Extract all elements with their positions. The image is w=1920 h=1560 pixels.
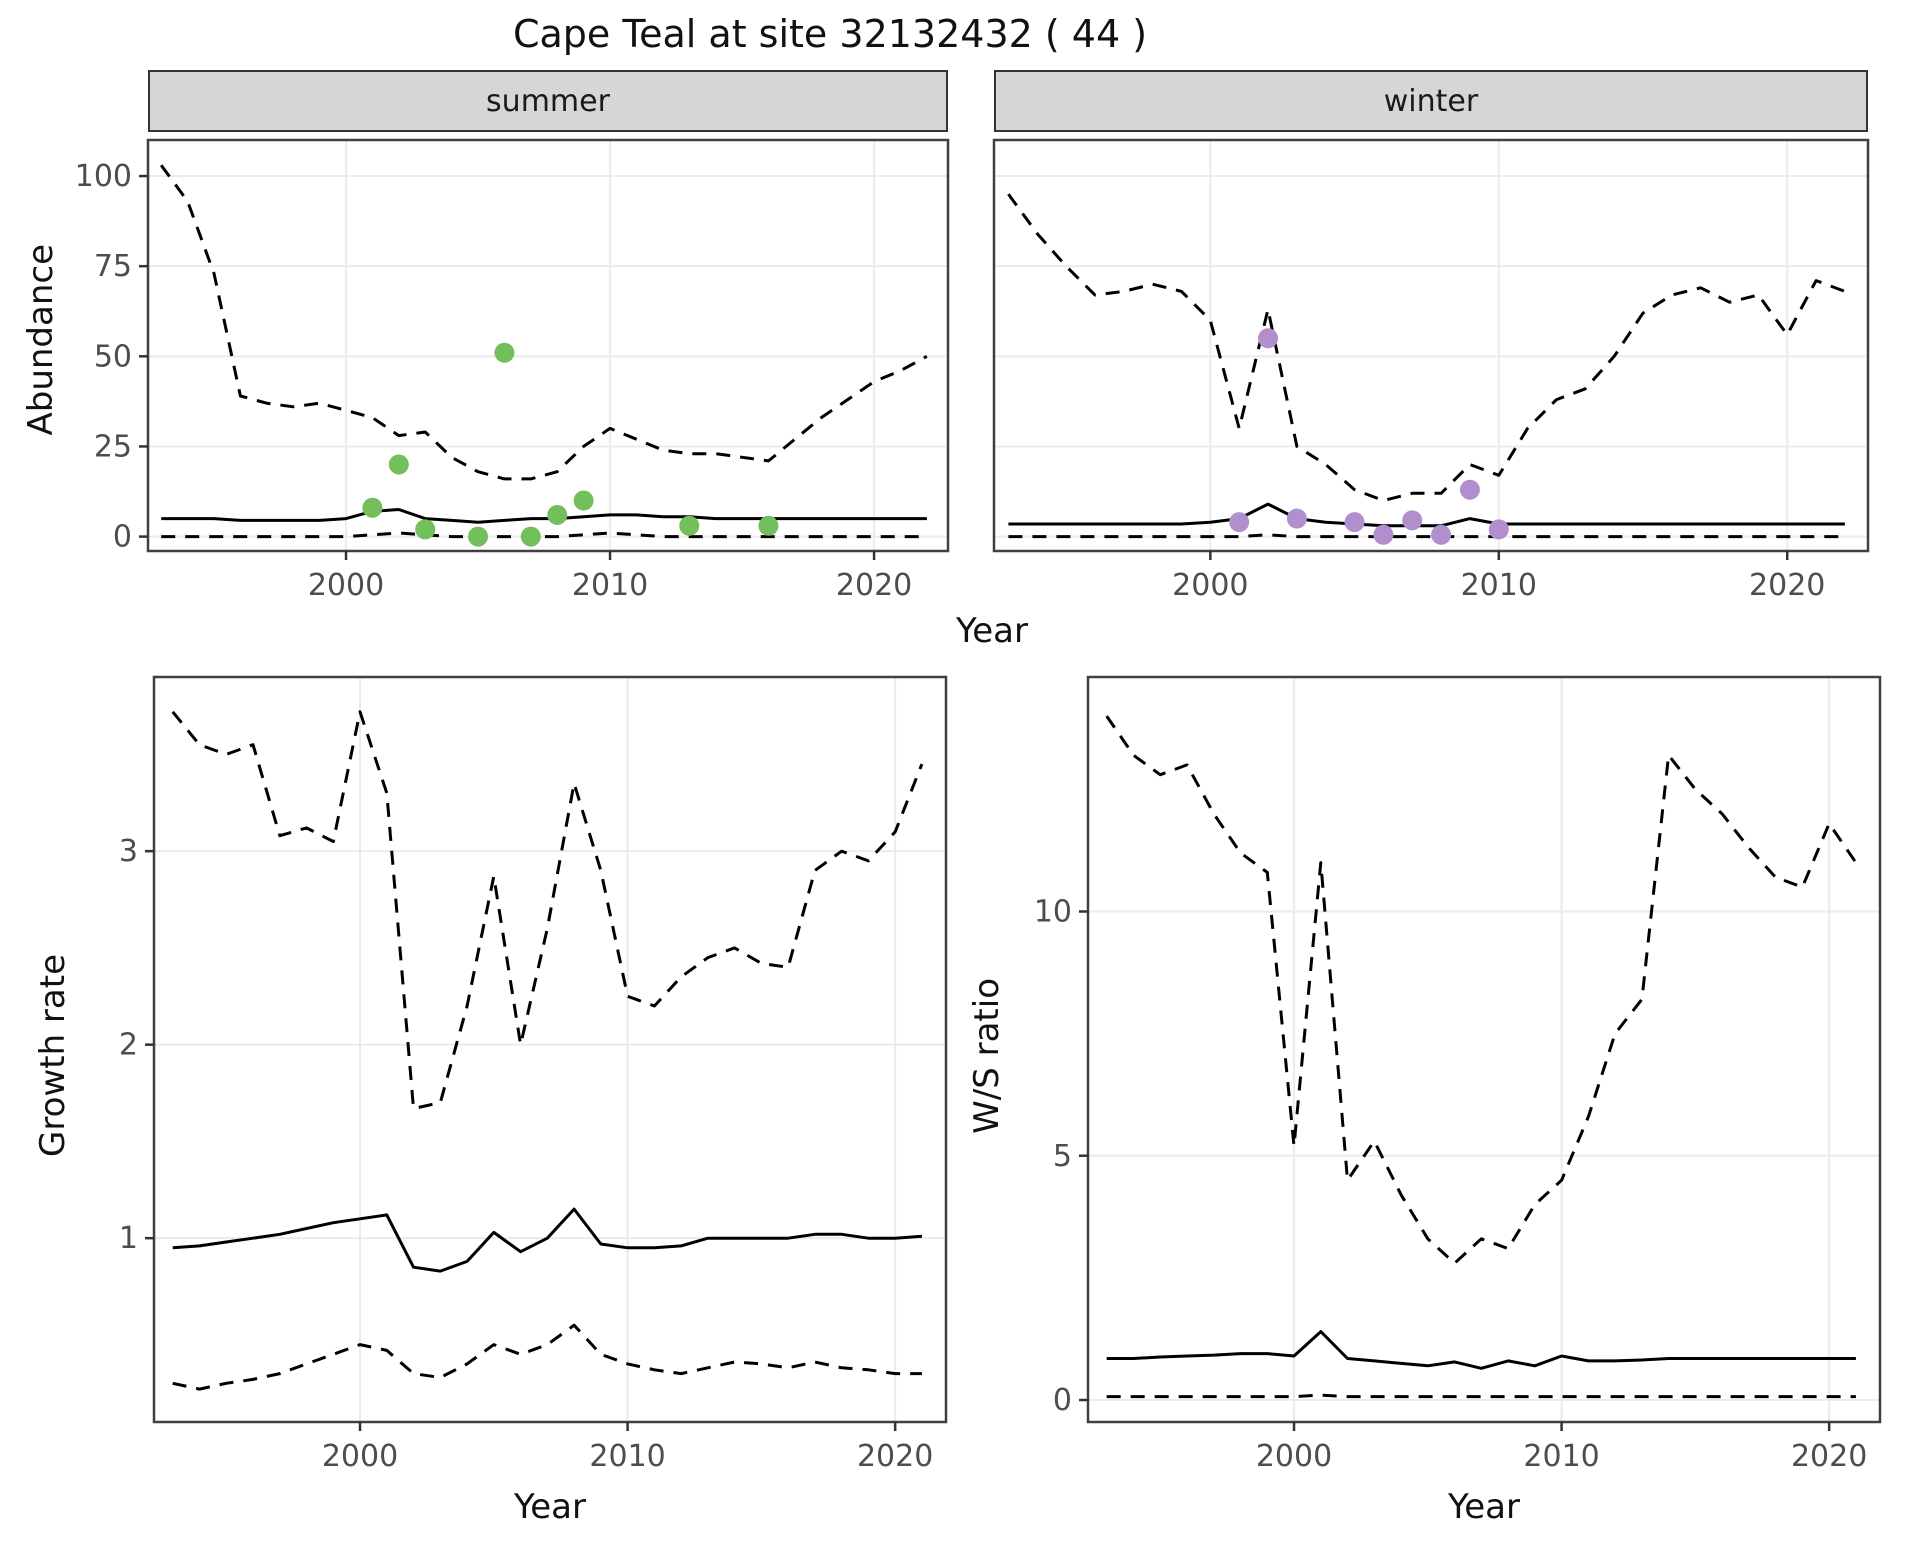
svg-text:25: 25 [94, 429, 132, 464]
growth-rate-y-axis-label: Growth rate [26, 667, 80, 1534]
ws-ratio-chart-block: W/S ratio 2000 2010 2020 0 5 10 Year [960, 667, 1894, 1534]
svg-text:2020: 2020 [1791, 1439, 1867, 1474]
facet-strip-winter: winter [994, 70, 1868, 132]
ws-ratio-y-axis-label: W/S ratio [960, 667, 1014, 1534]
facet-strip-summer: summer [148, 70, 948, 132]
ws-ratio-chart: 2000 2010 2020 0 5 10 [1034, 675, 1882, 1474]
svg-text:2000: 2000 [1172, 568, 1248, 603]
growth-rate-chart-col: 2000 2010 2020 1 2 3 Year [80, 667, 960, 1534]
svg-text:2010: 2010 [1523, 1439, 1599, 1474]
ws-ratio-y-axis-label-text: W/S ratio [967, 977, 1007, 1134]
facet-winter: winter 2000 2010 2020 [982, 70, 1882, 609]
ws-ratio-x-axis-label: Year [1448, 1487, 1520, 1527]
ws-ratio-chart-col: 2000 2010 2020 0 5 10 Year [1014, 667, 1894, 1534]
abundance-x-axis-label: Year [956, 611, 1028, 651]
abundance-y-axis-label: Abundance [16, 70, 66, 609]
growth-rate-chart-block: Growth rate 2000 2010 2020 1 2 3 Year [26, 667, 960, 1534]
abundance-facet-row: Abundance summer 2000 2010 2020 0 25 50 75 100 … [0, 70, 1920, 609]
abundance-winter-chart: 2000 2010 2020 [992, 138, 1870, 603]
svg-text:10: 10 [1034, 894, 1072, 929]
svg-text:2000: 2000 [308, 568, 384, 603]
facet-summer: summer 2000 2010 2020 0 25 50 75 100 [66, 70, 956, 609]
growth-rate-y-axis-label-text: Growth rate [33, 954, 73, 1157]
svg-text:75: 75 [94, 249, 132, 284]
growth-rate-chart: 2000 2010 2020 1 2 3 [119, 675, 948, 1474]
growth-rate-x-axis-label: Year [514, 1487, 586, 1527]
svg-text:2020: 2020 [857, 1439, 933, 1474]
svg-text:2010: 2010 [589, 1439, 665, 1474]
svg-text:3: 3 [119, 834, 138, 869]
bottom-charts-row: Growth rate 2000 2010 2020 1 2 3 Year W/S rat… [0, 657, 1920, 1534]
svg-text:2020: 2020 [1749, 568, 1825, 603]
svg-text:2010: 2010 [572, 568, 648, 603]
svg-text:2000: 2000 [322, 1439, 398, 1474]
svg-text:0: 0 [1053, 1383, 1072, 1418]
svg-text:2: 2 [119, 1028, 138, 1063]
figure-title: Cape Teal at site 32132432 ( 44 ) [512, 12, 1148, 56]
svg-text:100: 100 [75, 159, 132, 194]
svg-text:2020: 2020 [836, 568, 912, 603]
abundance-y-axis-label-text: Abundance [21, 243, 61, 436]
svg-text:50: 50 [94, 339, 132, 374]
abundance-summer-chart: 2000 2010 2020 0 25 50 75 100 [75, 138, 950, 603]
svg-text:0: 0 [113, 520, 132, 555]
svg-text:2000: 2000 [1256, 1439, 1332, 1474]
svg-text:1: 1 [119, 1221, 138, 1256]
svg-text:2010: 2010 [1461, 568, 1537, 603]
svg-text:5: 5 [1053, 1139, 1072, 1174]
